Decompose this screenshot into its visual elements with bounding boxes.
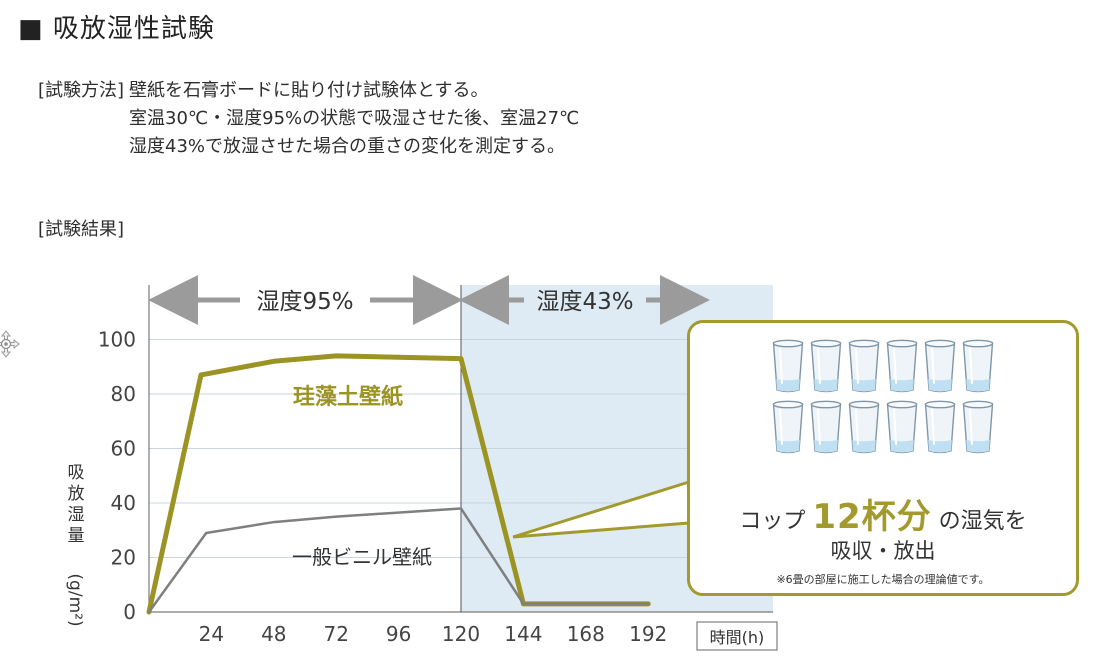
test-method-label: [試験方法]	[38, 80, 125, 101]
y-tick-label-20: 20	[111, 546, 136, 570]
test-result-label: [試験結果]	[38, 219, 125, 240]
callout-line-2: 吸収・放出	[830, 539, 936, 563]
callout-pointer-top	[512, 480, 690, 539]
cup-icon	[962, 339, 994, 393]
cup-callout: コップ 12杯分 の湿気を 吸収・放出 ※6畳の部屋に施工した場合の理論値です。	[687, 320, 1079, 596]
cup-icon	[848, 339, 880, 393]
y-tick-label-0: 0	[123, 600, 136, 624]
callout-cup-amount: 12杯分	[812, 497, 932, 537]
series-line-vinyl	[147, 507, 650, 614]
y-tick-label-100: 100	[98, 328, 136, 352]
test-method-line-1: 壁紙を石膏ボードに貼り付け試験体とする。	[129, 80, 489, 101]
callout-text-after: の湿気を	[938, 509, 1027, 534]
test-method-line-3: 湿度43%で放湿させた場合の重さの変化を測定する。	[129, 136, 566, 157]
cup-icon	[886, 339, 918, 393]
x-tick-label-72: 72	[323, 622, 348, 646]
cup-icon	[848, 400, 880, 454]
cup-icon	[772, 400, 804, 454]
cup-icon	[772, 339, 804, 393]
y-tick-label-80: 80	[111, 382, 136, 406]
page-title: ■ 吸放湿性試験	[18, 14, 215, 44]
cup-icon	[962, 400, 994, 454]
humidity-95-label: 湿度95%	[256, 289, 353, 315]
x-tick-label-48: 48	[261, 622, 286, 646]
cup-grid	[772, 339, 994, 454]
callout-pointer-bottom	[512, 521, 690, 539]
y-axis-label-unit: (g/m²)	[65, 573, 85, 626]
x-axis-label: 時間(h)	[710, 628, 765, 647]
callout-text-before: コップ	[739, 509, 806, 534]
humidity-43-label: 湿度43%	[536, 289, 633, 315]
move-cursor-icon[interactable]	[0, 330, 20, 358]
callout-main-text: コップ 12杯分 の湿気を	[690, 489, 1076, 538]
x-tick-label-120: 120	[442, 622, 480, 646]
series-label-diatomite: 珪藻土壁紙	[293, 384, 403, 410]
y-tick-label-60: 60	[111, 437, 136, 461]
x-tick-label-168: 168	[567, 622, 605, 646]
x-tick-label-144: 144	[504, 622, 542, 646]
cup-icon	[924, 400, 956, 454]
x-tick-label-24: 24	[199, 622, 224, 646]
cup-icon	[810, 339, 842, 393]
callout-note: ※6畳の部屋に施工した場合の理論値です。	[776, 573, 990, 586]
x-tick-label-96: 96	[386, 622, 411, 646]
cup-icon	[886, 400, 918, 454]
test-method: [試験方法] 壁紙を石膏ボードに貼り付け試験体とする。 室温30℃・湿度95%の…	[38, 77, 579, 161]
x-tick-label-192: 192	[629, 622, 667, 646]
y-tick-label-40: 40	[111, 491, 136, 515]
test-method-line-2: 室温30℃・湿度95%の状態で吸湿させた後、室温27℃	[129, 108, 580, 129]
x-axis-label-box	[696, 621, 778, 651]
series-label-vinyl: 一般ビニル壁紙	[292, 545, 432, 569]
y-axis-label: 吸放湿量	[68, 463, 85, 546]
cup-icon	[924, 339, 956, 393]
cup-icon	[810, 400, 842, 454]
